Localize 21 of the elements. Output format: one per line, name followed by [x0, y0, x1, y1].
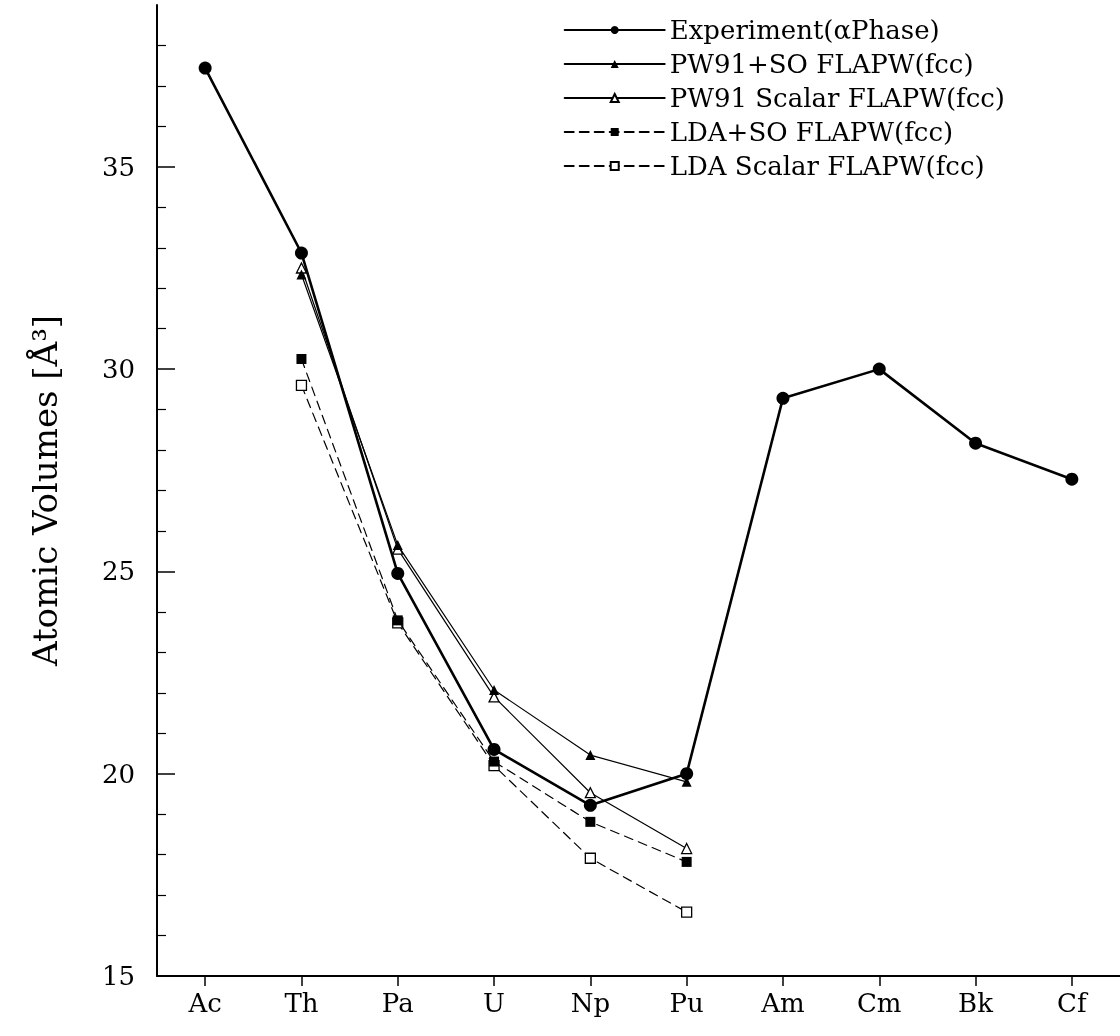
legend-label: LDA Scalar FLAPW(fcc)	[669, 151, 985, 181]
x-tick-label: Ac	[187, 988, 222, 1018]
x-tick-label: Cf	[1057, 988, 1089, 1018]
x-tick-label: U	[483, 988, 506, 1018]
x-tick-label: Th	[284, 988, 319, 1018]
x-tick-label: Pa	[381, 988, 414, 1018]
x-tick-label: Am	[760, 988, 805, 1018]
legend-label: LDA+SO FLAPW(fcc)	[669, 117, 954, 147]
x-tick-label: Np	[570, 988, 611, 1018]
x-tick-label: Bk	[958, 988, 994, 1018]
legend-label: PW91+SO FLAPW(fcc)	[669, 49, 974, 79]
x-tick-label: Cm	[856, 988, 902, 1018]
y-tick-label: 20	[101, 758, 135, 789]
y-tick-label: 35	[101, 151, 135, 182]
y-axis-title: Atomic Volumes [Å³]	[25, 314, 65, 668]
y-tick-label: 15	[101, 961, 135, 991]
x-tick-label: Pu	[669, 988, 704, 1018]
legend-label: Experiment(αPhase)	[669, 15, 940, 45]
y-tick-label: 30	[101, 354, 135, 385]
legend-label: PW91 Scalar FLAPW(fcc)	[669, 83, 1006, 113]
y-tick-label: 25	[101, 556, 135, 587]
